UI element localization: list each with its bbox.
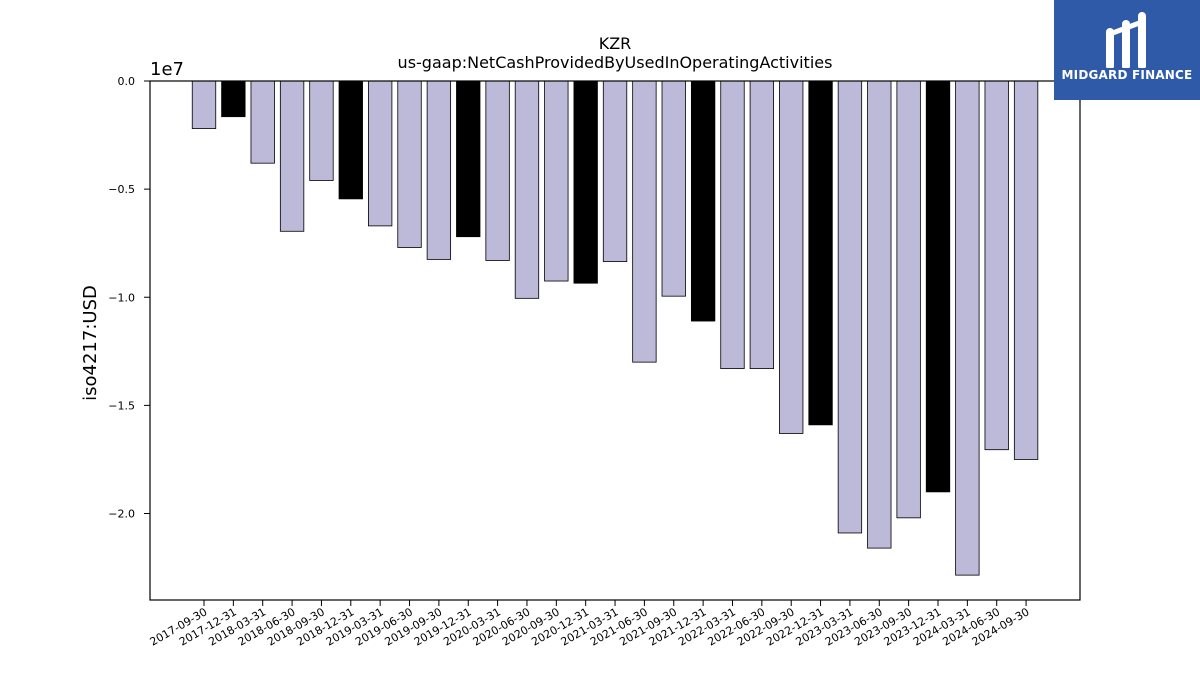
y-tick-label: −1.0 — [108, 291, 135, 304]
bar — [690, 80, 716, 322]
y-tick-label: −1.5 — [108, 399, 135, 412]
bar — [1013, 80, 1039, 460]
brand-name: MIDGARD FINANCE — [1061, 68, 1193, 82]
bar — [573, 80, 598, 284]
bar — [514, 80, 540, 299]
bar — [338, 80, 363, 200]
plot-frame — [149, 80, 1081, 601]
bar — [426, 80, 452, 260]
bar — [808, 80, 833, 426]
bar — [544, 80, 569, 282]
y-tick-label: 0.0 — [118, 75, 136, 88]
bar — [397, 80, 422, 248]
y-axis-label: iso4217:USD — [80, 285, 101, 401]
y-tick-label: −0.5 — [108, 183, 135, 196]
bar — [456, 80, 481, 238]
y-scale-label: 1e7 — [150, 59, 184, 80]
bar — [749, 80, 774, 370]
bar — [896, 80, 921, 519]
bar — [279, 80, 305, 232]
bar — [955, 80, 980, 576]
bar — [632, 80, 657, 363]
bar — [720, 80, 745, 370]
bar — [925, 80, 951, 493]
bar — [984, 80, 1009, 451]
bar — [661, 80, 686, 297]
bar — [779, 80, 804, 434]
brand-logo: MIDGARD FINANCE — [1054, 0, 1200, 100]
bar — [191, 80, 217, 129]
bar — [368, 80, 393, 227]
chart-title: KZR — [599, 34, 632, 53]
bar — [485, 80, 510, 261]
bar — [867, 80, 892, 549]
bar — [221, 80, 246, 118]
bar — [250, 80, 275, 164]
bar — [309, 80, 334, 181]
bar — [602, 80, 628, 262]
logo-mark-icon — [1106, 12, 1146, 68]
chart-subtitle: us-gaap:NetCashProvidedByUsedInOperating… — [398, 53, 833, 72]
y-tick-label: −2.0 — [108, 508, 135, 521]
bar — [837, 80, 863, 534]
